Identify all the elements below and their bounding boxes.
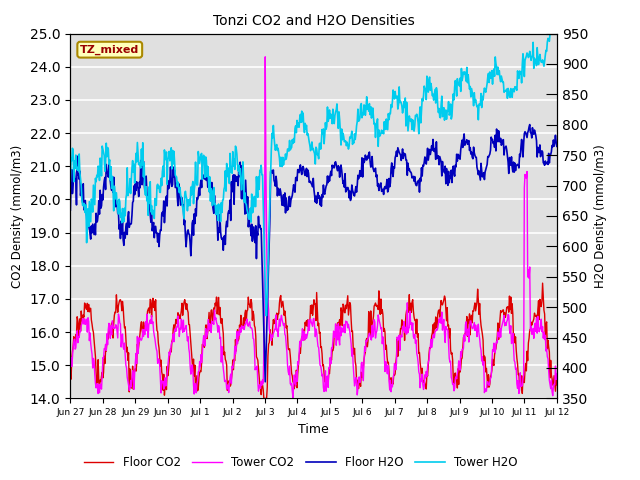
Tower H2O: [553, 31, 561, 36]
Tower H2O: [200, 156, 208, 161]
Legend: Floor CO2, Tower CO2, Floor H2O, Tower H2O: Floor CO2, Tower CO2, Floor H2O, Tower H…: [79, 452, 523, 474]
Y-axis label: CO2 Density (mmol/m3): CO2 Density (mmol/m3): [12, 144, 24, 288]
Tower CO2: [67, 362, 74, 368]
Tower CO2: [289, 395, 297, 400]
Floor CO2: [539, 280, 547, 286]
Floor CO2: [175, 315, 182, 321]
Tower H2O: [125, 189, 133, 195]
Tower CO2: [553, 371, 561, 376]
Floor H2O: [526, 122, 534, 128]
Y-axis label: H2O Density (mmol/m3): H2O Density (mmol/m3): [593, 144, 607, 288]
Floor H2O: [67, 207, 74, 213]
Tower CO2: [374, 323, 381, 328]
Floor H2O: [553, 144, 561, 149]
Floor CO2: [553, 382, 561, 387]
Tower H2O: [175, 185, 182, 191]
Tower CO2: [388, 382, 396, 387]
Floor CO2: [373, 302, 381, 308]
Tower H2O: [76, 151, 83, 157]
Tower H2O: [67, 178, 74, 184]
Floor CO2: [387, 375, 395, 381]
X-axis label: Time: Time: [298, 423, 329, 436]
Tower CO2: [125, 387, 133, 393]
Floor H2O: [261, 379, 269, 384]
Floor H2O: [387, 166, 395, 171]
Line: Floor H2O: Floor H2O: [70, 125, 557, 382]
Tower CO2: [76, 335, 83, 340]
Floor H2O: [200, 176, 208, 182]
Floor CO2: [76, 322, 83, 327]
Line: Floor CO2: Floor CO2: [70, 283, 557, 398]
Line: Tower H2O: Tower H2O: [70, 34, 557, 315]
Tower H2O: [548, 31, 556, 36]
Tower CO2: [175, 321, 182, 327]
Line: Tower CO2: Tower CO2: [70, 57, 557, 397]
Tower CO2: [261, 54, 269, 60]
Floor CO2: [260, 396, 268, 401]
Tower H2O: [387, 102, 395, 108]
Floor CO2: [200, 345, 208, 350]
Text: TZ_mixed: TZ_mixed: [80, 45, 140, 55]
Floor H2O: [125, 224, 133, 230]
Floor H2O: [175, 181, 182, 187]
Tower H2O: [373, 120, 381, 126]
Floor CO2: [67, 368, 74, 374]
Tower CO2: [200, 340, 208, 346]
Title: Tonzi CO2 and H2O Densities: Tonzi CO2 and H2O Densities: [212, 14, 415, 28]
Floor H2O: [76, 176, 83, 182]
Floor H2O: [373, 172, 381, 178]
Tower H2O: [262, 312, 269, 318]
Floor CO2: [125, 389, 133, 395]
